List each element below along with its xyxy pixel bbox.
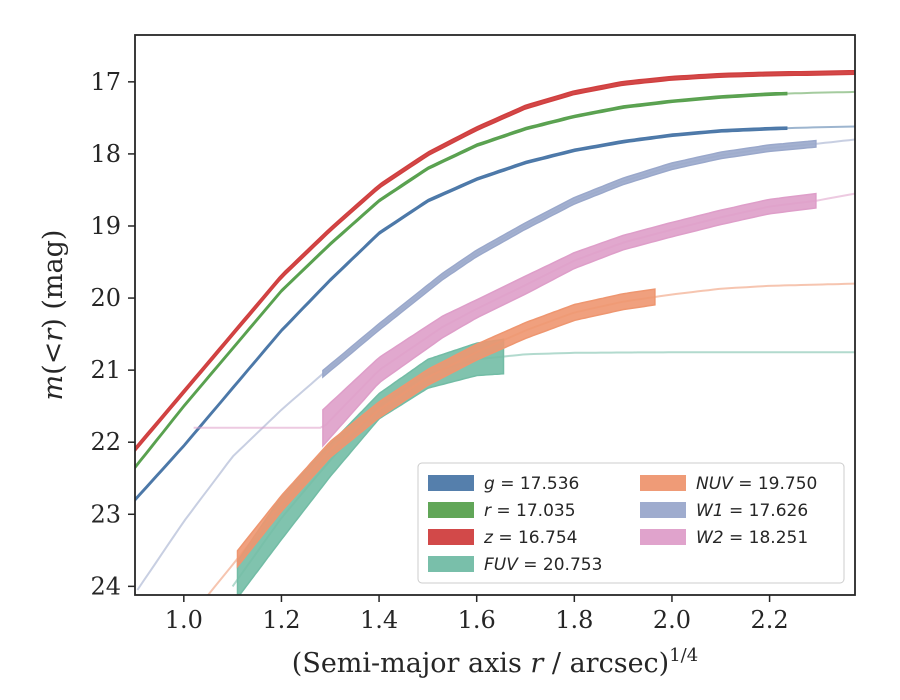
series-w1-band: [322, 139, 817, 379]
legend-label-g: g = 17.536: [484, 474, 579, 494]
y-tick-label: 24: [90, 572, 121, 600]
x-tick-label: 1.2: [262, 606, 300, 634]
legend-swatch-nuv: [640, 475, 686, 491]
x-tick-label: 1.0: [165, 606, 203, 634]
y-tick-label: 20: [90, 284, 121, 312]
y-tick-label: 18: [90, 140, 121, 168]
legend-swatch-fuv: [428, 556, 474, 572]
legend: g = 17.536 r = 17.035 z = 16.754 FUV = 20.7…: [417, 462, 845, 584]
legend-label-r: r = 17.035: [484, 501, 576, 521]
y-tick-label: 22: [90, 428, 121, 456]
legend-label-fuv: FUV = 20.753: [484, 555, 602, 575]
y-tick-label: 23: [90, 500, 121, 528]
legend-swatch-z: [428, 529, 474, 545]
series-nuv-band: [236, 288, 656, 569]
x-tick-label: 1.8: [555, 606, 593, 634]
x-axis-title: (Semi-major axis r / arcsec)1/4: [292, 645, 698, 679]
series-r-band: [135, 91, 788, 470]
series-g-band: [135, 126, 788, 503]
legend-label-z: z = 16.754: [483, 528, 577, 548]
y-tick-label: 19: [90, 212, 121, 240]
x-tick-label: 2.0: [653, 606, 691, 634]
legend-swatch-g: [428, 475, 474, 491]
legend-label-nuv: NUV = 19.750: [696, 474, 817, 494]
y-tick-label: 17: [90, 68, 121, 96]
series-z-band: [135, 69, 855, 453]
x-axis: 1.0 1.2 1.4 1.6 1.8 2.0 2.2: [165, 595, 789, 634]
x-tick-label: 2.2: [750, 606, 788, 634]
legend-box: [417, 462, 845, 584]
y-tick-label: 21: [90, 356, 121, 384]
series-layer: [135, 69, 855, 595]
y-axis: 17 18 19 20 21 22 23 24: [90, 68, 135, 600]
legend-swatch-w2: [640, 529, 686, 545]
legend-label-w1: W1 = 17.626: [696, 501, 808, 521]
x-tick-label: 1.4: [360, 606, 398, 634]
y-axis-title: m(<r) (mag): [38, 230, 69, 401]
legend-swatch-w1: [640, 502, 686, 518]
series-w2-band: [322, 192, 817, 448]
x-tick-label: 1.6: [458, 606, 496, 634]
legend-label-w2: W2 = 18.251: [696, 528, 808, 548]
plot-frame: [134, 34, 856, 596]
legend-swatch-r: [428, 502, 474, 518]
